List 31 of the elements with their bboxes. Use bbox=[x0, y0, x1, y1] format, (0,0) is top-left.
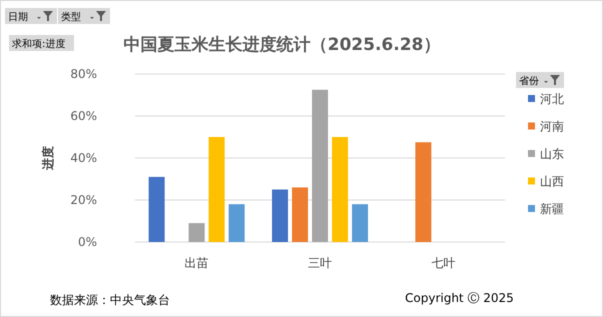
bar bbox=[208, 137, 225, 242]
bar bbox=[352, 204, 368, 242]
bar bbox=[272, 190, 288, 242]
y-tick-label: 20% bbox=[70, 193, 97, 207]
x-tick-label: 出苗 bbox=[184, 256, 209, 270]
x-tick-label: 七叶 bbox=[431, 256, 456, 270]
legend-title: 省份 bbox=[519, 75, 539, 87]
text: 求和项:进度 bbox=[12, 38, 66, 50]
legend-label: 河南 bbox=[540, 120, 564, 134]
bar bbox=[312, 90, 328, 242]
text: 日期 bbox=[8, 11, 28, 23]
legend-label: 山东 bbox=[540, 147, 564, 161]
bar bbox=[228, 204, 245, 242]
bar bbox=[292, 187, 308, 242]
source-note: 数据来源：中央气象台 bbox=[50, 293, 170, 307]
bar bbox=[188, 223, 205, 242]
y-tick-label: 40% bbox=[70, 151, 97, 165]
chart-title: 中国夏玉米生长进度统计（2025.6.28） bbox=[124, 35, 440, 55]
legend-label: 新疆 bbox=[540, 202, 564, 216]
y-axis-title: 进度 bbox=[41, 146, 55, 171]
bar bbox=[332, 137, 348, 242]
y-tick-label: 80% bbox=[70, 67, 97, 81]
x-tick-label: 三叶 bbox=[308, 256, 332, 270]
y-tick-label: 0% bbox=[78, 235, 97, 249]
bar bbox=[148, 176, 165, 242]
y-tick-label: 60% bbox=[70, 109, 97, 123]
legend-label: 河北 bbox=[540, 92, 564, 106]
text: Copyright Ⓒ 2025 bbox=[405, 291, 514, 305]
bar bbox=[415, 142, 432, 242]
text: 类型 bbox=[61, 11, 81, 23]
legend-label: 山西 bbox=[540, 174, 564, 188]
